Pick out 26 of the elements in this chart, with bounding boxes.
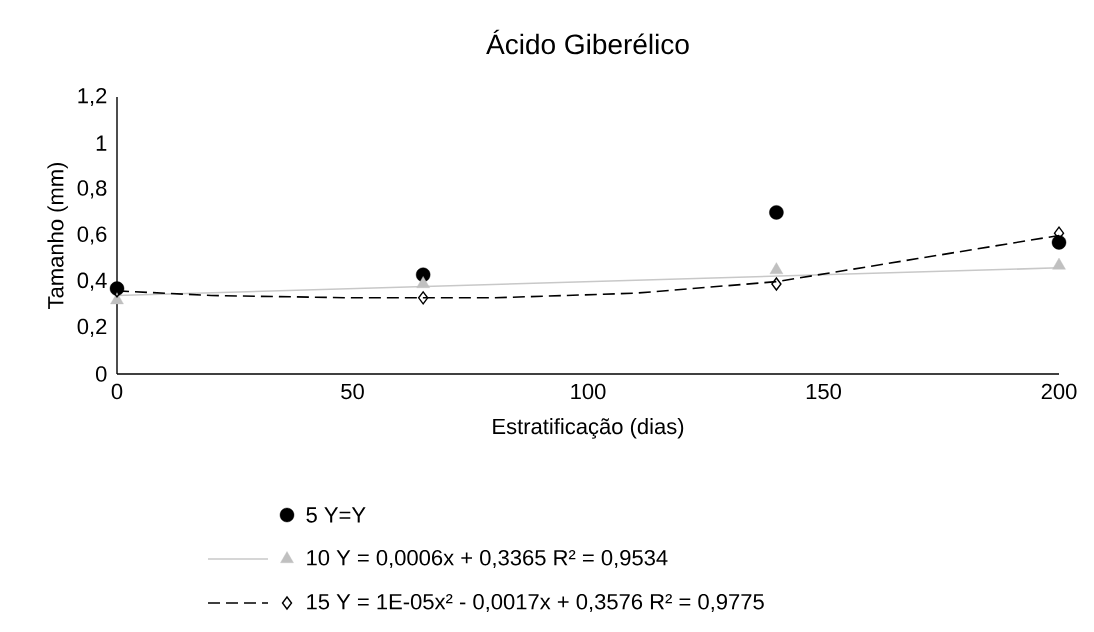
y-tick-label: 1 bbox=[96, 135, 107, 151]
x-tick-label: 150 bbox=[806, 383, 841, 400]
y-tick-label: 0,4 bbox=[77, 272, 107, 291]
x-tick-label: 50 bbox=[341, 383, 364, 400]
legend-label: 5 Y=Y bbox=[306, 507, 366, 523]
point bbox=[771, 277, 782, 291]
y-tick-label: 1,2 bbox=[78, 87, 107, 107]
x-tick-label: 0 bbox=[111, 383, 123, 400]
point bbox=[416, 276, 430, 288]
legend-label: 15 Y = 1E-05x² - 0,0017x + 0,3576 R² = 0,9775 bbox=[307, 593, 764, 613]
point bbox=[1052, 257, 1066, 270]
point bbox=[769, 262, 784, 275]
point bbox=[1051, 235, 1067, 250]
y-tick-label: 0,2 bbox=[77, 318, 107, 337]
y-tick-label: 0,8 bbox=[77, 180, 107, 199]
point bbox=[110, 292, 124, 305]
legend-label: 10 Y = 0,0006x + 0,3365 R² = 0,9534 bbox=[307, 549, 668, 569]
y-tick-label: 0 bbox=[95, 366, 107, 382]
x-tick-label: 200 bbox=[1041, 383, 1077, 400]
point bbox=[769, 205, 784, 220]
y-axis-title: Tamanho (mm) bbox=[47, 162, 68, 309]
x-tick-label: 100 bbox=[571, 383, 606, 400]
chart-title: Ácido Giberélico bbox=[486, 29, 689, 55]
y-tick-label: 0,6 bbox=[77, 226, 107, 245]
point bbox=[417, 291, 429, 305]
x-axis-title: Estratificação (dias) bbox=[493, 418, 684, 439]
